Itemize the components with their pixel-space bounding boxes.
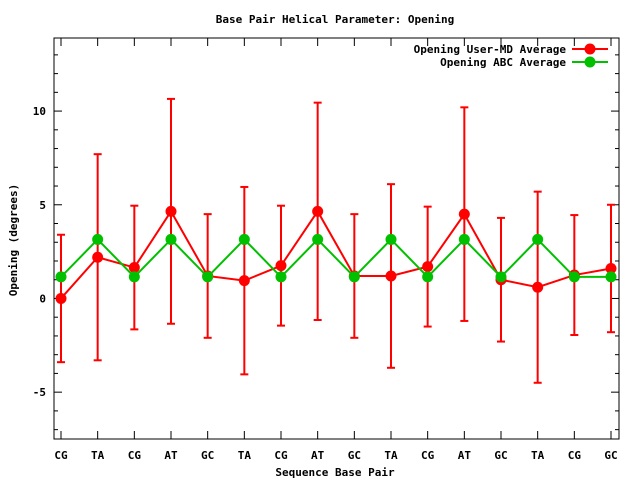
y-tick-label: -5: [33, 386, 46, 399]
data-point: [55, 271, 67, 283]
legend-swatch-marker: [584, 56, 596, 68]
x-tick-label: GC: [201, 449, 214, 462]
x-tick-label: TA: [238, 449, 252, 462]
x-tick-label: CG: [421, 449, 435, 462]
data-point: [312, 233, 324, 245]
data-point: [532, 233, 544, 245]
x-axis-label: Sequence Base Pair: [275, 466, 395, 479]
series-line: [60, 209, 612, 300]
data-point: [422, 271, 434, 283]
x-tick-label: AT: [311, 449, 325, 462]
x-tick-label: GC: [604, 449, 617, 462]
data-point: [165, 233, 177, 245]
legend-swatch-marker: [584, 43, 596, 55]
data-point: [458, 233, 470, 245]
x-tick-label: AT: [458, 449, 472, 462]
data-point: [568, 271, 580, 283]
data-point: [238, 233, 250, 245]
x-tick-label: CG: [54, 449, 68, 462]
x-tick-label: AT: [164, 449, 178, 462]
x-tick-label: CG: [274, 449, 288, 462]
data-point: [605, 271, 617, 283]
data-point: [348, 271, 360, 283]
series-line: [60, 238, 611, 279]
plot-frame: [53, 37, 620, 440]
axis-ticks: -5 0 5 10 CG TA CG AT GC TA CG AT GC TA CG AT GC TA CG GC: [33, 38, 619, 462]
legend-label: Opening User-MD Average: [414, 43, 567, 56]
x-tick-label: TA: [531, 449, 545, 462]
data-point: [128, 262, 140, 274]
data-point: [495, 271, 507, 283]
data-point: [458, 208, 470, 220]
data-point: [275, 271, 287, 283]
y-tick-label: 0: [39, 292, 46, 305]
data-point: [165, 205, 177, 217]
data-point: [312, 205, 324, 217]
data-point: [385, 233, 397, 245]
data-point: [55, 292, 67, 304]
data-point: [238, 275, 250, 287]
data-point: [92, 251, 104, 263]
data-point: [128, 271, 140, 283]
data-point: [385, 270, 397, 282]
x-tick-label: CG: [568, 449, 582, 462]
data-point: [422, 261, 434, 273]
y-axis-label: Opening (degrees): [7, 184, 20, 297]
x-tick-label: TA: [384, 449, 398, 462]
y-tick-label: 10: [33, 105, 46, 118]
data-point: [605, 262, 617, 274]
x-tick-label: GC: [348, 449, 361, 462]
legend-label: Opening ABC Average: [440, 56, 566, 69]
x-tick-label: CG: [128, 449, 142, 462]
data-point: [532, 281, 544, 293]
series-abc: [55, 233, 617, 283]
data-point: [92, 233, 104, 245]
y-tick-label: 5: [39, 199, 46, 212]
series-layer: [55, 97, 617, 384]
x-tick-label: GC: [494, 449, 507, 462]
data-point: [202, 271, 214, 283]
chart-title: Base Pair Helical Parameter: Opening: [216, 13, 454, 26]
x-tick-label: TA: [91, 449, 105, 462]
data-point: [275, 260, 287, 272]
